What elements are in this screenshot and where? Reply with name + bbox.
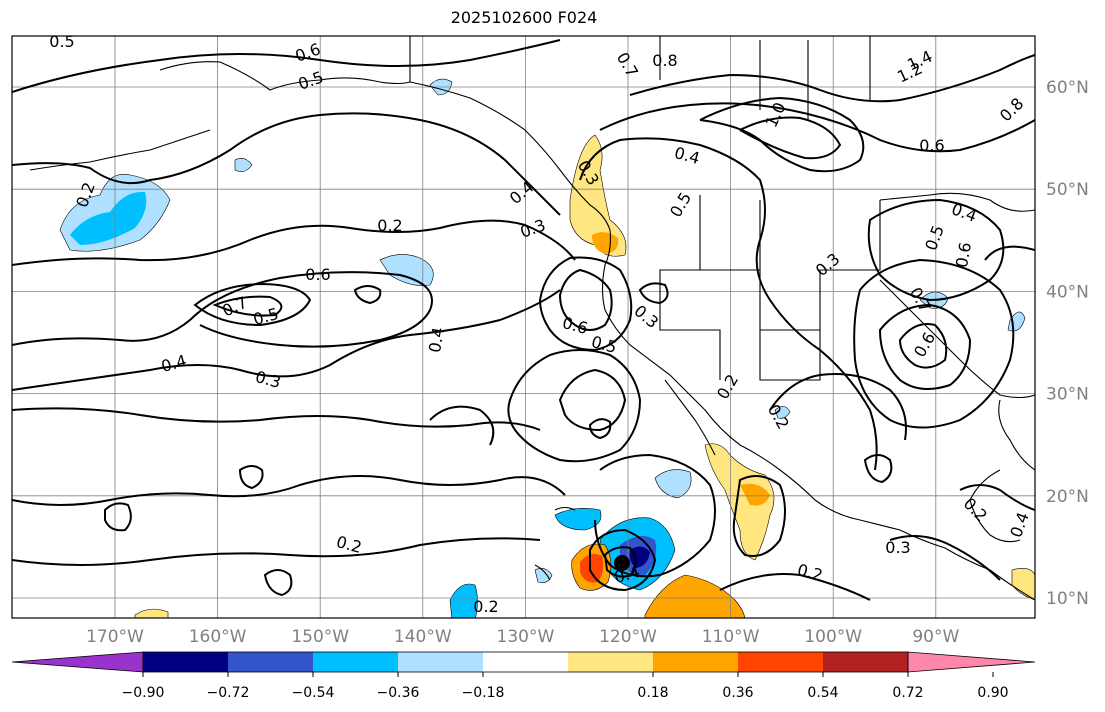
neg-anomaly-small <box>554 508 602 531</box>
hurricane-center-marker <box>614 555 630 571</box>
coastlines <box>29 36 1035 601</box>
longitude-labels: 170°W 160°W 150°W 140°W 130°W 120°W 110°W 100°W… <box>86 627 959 647</box>
contour-label: 0.4 <box>1006 510 1033 540</box>
colorbar-tick-label: 0.54 <box>807 685 838 701</box>
lat-label: 60°N <box>1046 78 1089 98</box>
contour-label: 0.2 <box>713 371 742 403</box>
contour-label: 0.2 <box>795 560 825 585</box>
contour-label: 0.6 <box>919 136 944 155</box>
colorbar-extend-low <box>11 651 144 673</box>
pos-anomaly-mexico <box>704 443 775 561</box>
contour-label: 0.5 <box>251 304 281 329</box>
pos-anomaly-south <box>644 574 746 618</box>
contour-label: 0.6 <box>560 313 590 338</box>
contour-label: 0.5 <box>296 67 326 94</box>
colorbar-segment <box>738 652 823 672</box>
neg-anomaly-central <box>379 254 434 286</box>
map-frame <box>11 35 1036 619</box>
colorbar-tick-label: −0.72 <box>207 685 250 701</box>
contour-label: 0.6 <box>910 329 939 361</box>
contour-label: 0.4 <box>159 351 189 376</box>
colorbar-tick-label: 0.90 <box>977 685 1008 701</box>
lat-label: 50°N <box>1046 180 1089 200</box>
lon-label: 150°W <box>291 627 349 647</box>
contour-label: 0.6 <box>305 265 330 284</box>
lat-label: 20°N <box>1046 487 1089 507</box>
lat-label: 10°N <box>1046 589 1089 609</box>
colorbar-segment <box>823 652 908 672</box>
contour-label: 0.6 <box>293 39 323 66</box>
contour-label: 0.3 <box>812 249 844 280</box>
contour-label: 0.8 <box>652 51 677 70</box>
colorbar-segment <box>313 652 398 672</box>
contour-label: 0.4 <box>672 143 702 168</box>
contour-label: 0.2 <box>377 216 402 235</box>
colorbar-segment <box>653 652 738 672</box>
contour-label: 0.4 <box>949 199 979 226</box>
contour-label: 0.3 <box>885 538 910 557</box>
colorbar-segment <box>143 652 228 672</box>
lon-label: 160°W <box>189 627 247 647</box>
colorbar: −0.90 −0.72 −0.54 −0.36 −0.18 0.18 0.36 0.54 0.7… <box>11 651 1036 701</box>
colorbar-segment <box>398 652 483 672</box>
contour-label: 0.3 <box>630 301 662 332</box>
colorbar-tick-label: −0.90 <box>122 685 165 701</box>
contour-label: 0.6 <box>952 241 975 269</box>
lon-label: 100°W <box>804 627 862 647</box>
latitude-labels: 60°N 50°N 40°N 30°N 20°N 10°N <box>1046 78 1089 609</box>
map-title: 2025102600 F024 <box>450 8 598 27</box>
contour-label: 0.8 <box>996 94 1027 125</box>
shading-layer <box>59 78 1035 618</box>
lon-label: 120°W <box>599 627 657 647</box>
graticule <box>12 36 1035 618</box>
colorbar-tick-label: −0.36 <box>377 685 420 701</box>
contour-label: 1.0 <box>762 99 790 130</box>
lat-label: 40°N <box>1046 282 1089 302</box>
colorbar-segment <box>228 652 313 672</box>
colorbar-tick-label: −0.18 <box>462 685 505 701</box>
contour-label: 0.2 <box>334 532 364 557</box>
colorbar-tick-label: 0.18 <box>637 685 668 701</box>
contour-label: 0.5 <box>49 32 74 51</box>
contour-lines <box>12 39 1035 601</box>
contour-label: 0.4 <box>506 177 538 208</box>
contour-label: 0.2 <box>960 494 991 525</box>
contour-label: 0.4 <box>425 326 448 354</box>
colorbar-segment <box>568 652 653 672</box>
colorbar-tick-label: −0.54 <box>292 685 335 701</box>
contour-label: 0.5 <box>666 189 695 221</box>
colorbar-tick-label: 0.72 <box>892 685 923 701</box>
contour-label: 0.7 <box>613 49 642 81</box>
colorbar-extend-high <box>907 651 1036 673</box>
contour-label: 0.2 <box>473 597 498 616</box>
contour-label: 0.3 <box>253 367 283 392</box>
contour-label: 0.2 <box>764 401 793 433</box>
lat-label: 30°N <box>1046 385 1089 405</box>
lon-label: 140°W <box>394 627 452 647</box>
colorbar-tick-label: 0.36 <box>722 685 753 701</box>
lon-label: 170°W <box>86 627 144 647</box>
contour-label: 0.5 <box>921 223 948 253</box>
lon-label: 130°W <box>497 627 555 647</box>
contour-label: 0.3 <box>518 215 548 242</box>
colorbar-segment <box>483 652 568 672</box>
lon-label: 90°W <box>912 627 959 647</box>
lon-label: 110°W <box>702 627 760 647</box>
contour-label: 0.5 <box>589 332 619 357</box>
